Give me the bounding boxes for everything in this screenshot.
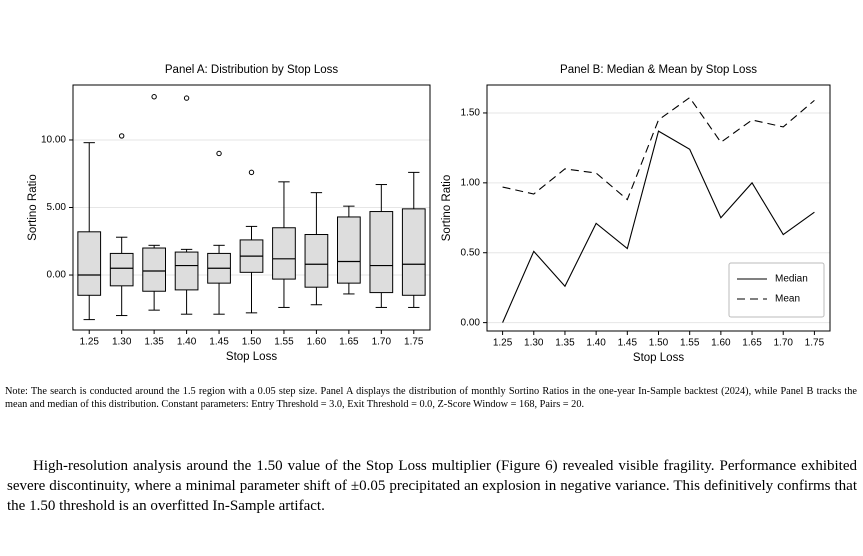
y-tick-label: 5.00 xyxy=(47,202,67,213)
box xyxy=(304,234,329,288)
x-axis-label: Stop Loss xyxy=(226,351,277,363)
y-tick-label: 0.00 xyxy=(461,317,481,328)
x-tick-label: 1.30 xyxy=(112,337,132,348)
panel-title: Panel B: Median & Mean by Stop Loss xyxy=(560,64,757,76)
figure: Panel A: Distribution by Stop Loss Stop L… xyxy=(27,64,831,364)
outlier xyxy=(216,150,222,157)
x-tick-label: 1.70 xyxy=(372,337,392,348)
box xyxy=(109,252,134,287)
x-tick-label: 1.75 xyxy=(805,338,825,349)
box xyxy=(337,216,361,284)
box xyxy=(77,231,102,296)
y-axis-label: Sortino Ratio xyxy=(27,174,39,240)
series-line xyxy=(502,130,815,323)
box xyxy=(174,251,199,291)
x-tick-label: 1.75 xyxy=(404,337,424,348)
box xyxy=(369,211,394,294)
x-tick-label: 1.65 xyxy=(339,337,359,348)
box xyxy=(142,247,166,292)
x-tick-label: 1.60 xyxy=(711,338,731,349)
x-tick-label: 1.35 xyxy=(144,337,164,348)
panel-title: Panel A: Distribution by Stop Loss xyxy=(165,64,338,76)
figure-note: Note: The search is conducted around the… xyxy=(5,386,857,410)
x-tick-label: 1.55 xyxy=(680,338,700,349)
outlier xyxy=(118,133,125,139)
series-line xyxy=(502,96,815,201)
outlier xyxy=(151,94,157,100)
x-tick-label: 1.45 xyxy=(618,338,638,349)
x-tick-label: 1.50 xyxy=(242,337,262,348)
outlier xyxy=(183,95,190,101)
x-axis-label: Stop Loss xyxy=(633,352,684,364)
y-tick-label: 1.00 xyxy=(461,177,481,188)
y-tick-label: 0.00 xyxy=(47,270,67,281)
box xyxy=(401,208,426,296)
x-tick-label: 1.60 xyxy=(307,337,327,348)
y-tick-label: 0.50 xyxy=(461,247,481,258)
y-tick-label: 1.50 xyxy=(461,108,481,119)
plot-frame xyxy=(72,84,431,331)
x-tick-label: 1.40 xyxy=(586,338,606,349)
outlier xyxy=(248,169,255,176)
legend-label: Mean xyxy=(775,294,800,305)
legend-box xyxy=(728,262,825,318)
plot-frame xyxy=(486,84,831,332)
x-tick-label: 1.30 xyxy=(524,338,544,349)
body-paragraph: High-resolution analysis around the 1.50… xyxy=(7,458,857,514)
x-tick-label: 1.25 xyxy=(493,338,513,349)
x-tick-label: 1.35 xyxy=(555,338,575,349)
x-tick-label: 1.25 xyxy=(79,337,99,348)
x-tick-label: 1.70 xyxy=(773,338,793,349)
box xyxy=(272,227,296,280)
x-tick-label: 1.65 xyxy=(742,338,762,349)
y-tick-label: 10.00 xyxy=(41,135,66,146)
x-tick-label: 1.40 xyxy=(177,337,197,348)
x-tick-label: 1.50 xyxy=(649,338,669,349)
x-tick-label: 1.55 xyxy=(274,337,294,348)
x-tick-label: 1.45 xyxy=(209,337,229,348)
legend-label: Median xyxy=(775,274,808,285)
y-axis-label: Sortino Ratio xyxy=(441,175,453,241)
